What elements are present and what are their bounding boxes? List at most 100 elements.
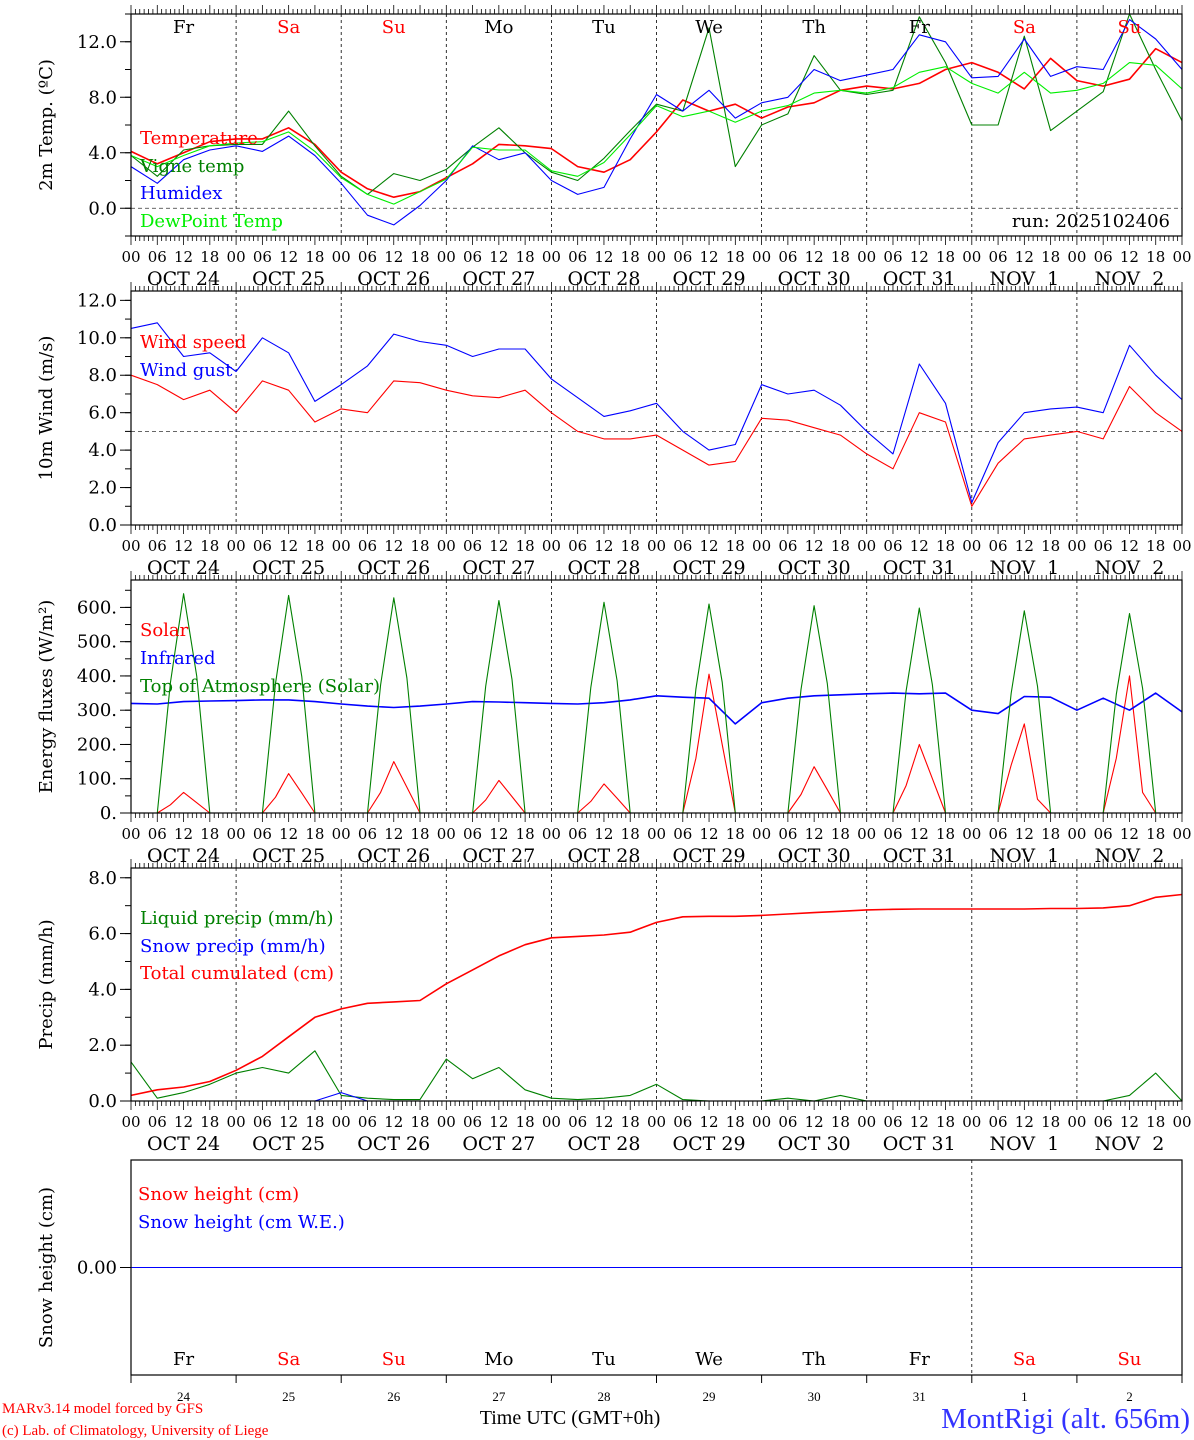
wind-hour-label: 00 (1067, 537, 1086, 555)
day-name-bottom: Fr (909, 1349, 930, 1370)
energy-y-tick-label: 500. (77, 632, 117, 653)
temp-hour-label: 06 (148, 248, 167, 266)
legend-liquid: Liquid precip (mm/h) (140, 908, 334, 929)
temp-date-label: OCT 26 (357, 268, 430, 290)
energy-hour-label: 06 (778, 825, 797, 843)
day-name-bottom: Tu (592, 1349, 616, 1370)
temp-hour-label: 18 (936, 248, 955, 266)
precip-hour-label: 00 (121, 1113, 140, 1131)
precip-hour-label: 06 (568, 1113, 587, 1131)
energy-hour-label: 06 (673, 825, 692, 843)
wind-hour-label: 12 (1120, 537, 1139, 555)
temp-hour-label: 00 (857, 248, 876, 266)
wind-hour-label: 00 (227, 537, 246, 555)
day-name-bottom: Sa (1013, 1349, 1036, 1370)
legend-snow-height: Snow height (cm) (138, 1184, 299, 1205)
wind-hour-label: 06 (568, 537, 587, 555)
wind-date-label: OCT 26 (357, 557, 430, 579)
wind-hour-label: 18 (621, 537, 640, 555)
day-name-bottom: We (695, 1349, 723, 1370)
precip-hour-label: 18 (936, 1113, 955, 1131)
day-number-label: 25 (282, 1389, 295, 1404)
temp-date-label: OCT 30 (778, 268, 851, 290)
temp-hour-label: 12 (489, 248, 508, 266)
precip-hour-label: 18 (200, 1113, 219, 1131)
temp-hour-label: 06 (1094, 248, 1113, 266)
precip-hour-label: 00 (647, 1113, 666, 1131)
energy-hour-label: 18 (1041, 825, 1060, 843)
precip-hour-label: 12 (174, 1113, 193, 1131)
temp-date-label: NOV 2 (1095, 268, 1165, 290)
temp-hour-label: 18 (1146, 248, 1165, 266)
temp-date-label: OCT 27 (462, 268, 535, 290)
temp-hour-label: 18 (516, 248, 535, 266)
energy-date-label: NOV 1 (989, 845, 1059, 867)
run-annotation: run: 2025102406 (1012, 211, 1170, 232)
precip-date-label: OCT 25 (252, 1133, 325, 1155)
precip-date-label: OCT 28 (567, 1133, 640, 1155)
temp-date-label: OCT 24 (147, 268, 220, 290)
energy-hour-label: 00 (962, 825, 981, 843)
wind-hour-label: 00 (1172, 537, 1191, 555)
wind-date-label: NOV 2 (1095, 557, 1165, 579)
precip-date-label: OCT 31 (883, 1133, 956, 1155)
wind-hour-label: 06 (883, 537, 902, 555)
energy-date-label: OCT 29 (673, 845, 746, 867)
wind-hour-label: 06 (463, 537, 482, 555)
wind-hour-label: 06 (148, 537, 167, 555)
temp-date-label: OCT 29 (673, 268, 746, 290)
precip-series-liquid-precip-mm-h (130, 1050, 1183, 1102)
wind-series-wind-speed (130, 374, 1183, 507)
day-number-label: 2 (1126, 1389, 1133, 1404)
wind-y-tick-label: 0.0 (88, 515, 117, 536)
wind-hour-label: 12 (1015, 537, 1034, 555)
energy-hour-label: 18 (726, 825, 745, 843)
precip-legend: Liquid precip (mm/h) Snow precip (mm/h) … (140, 908, 334, 984)
wind-hour-label: 18 (516, 537, 535, 555)
wind-y-tick-label: 2.0 (88, 478, 117, 499)
energy-y-tick-label: 0. (100, 803, 117, 824)
energy-hour-label: 18 (1146, 825, 1165, 843)
precip-hour-label: 18 (831, 1113, 850, 1131)
day-name-top: Mo (484, 17, 513, 38)
temp-hour-label: 12 (1015, 248, 1034, 266)
precip-hour-label: 12 (1120, 1113, 1139, 1131)
day-number-label: 24 (177, 1389, 191, 1404)
precip-y-tick-label: 6.0 (88, 924, 117, 945)
day-number-label: 30 (808, 1389, 821, 1404)
temp-hour-label: 12 (384, 248, 403, 266)
temp-hour-label: 06 (358, 248, 377, 266)
precip-hour-label: 18 (726, 1113, 745, 1131)
energy-hour-label: 00 (437, 825, 456, 843)
temp-hour-label: 12 (174, 248, 193, 266)
wind-date-label: OCT 28 (567, 557, 640, 579)
day-name-top: Th (802, 17, 826, 38)
wind-hour-label: 12 (279, 537, 298, 555)
wind-hour-label: 18 (410, 537, 429, 555)
temp-y-tick-label: 0.0 (88, 198, 117, 219)
axes-layer: 00 06 12 18 OCT 24 00 06 12 18 OCT 25 00 06 12 18 OCT … (36, 5, 1192, 1404)
energy-hour-label: 00 (857, 825, 876, 843)
temp-hour-label: 12 (805, 248, 824, 266)
temp-hour-label: 18 (621, 248, 640, 266)
precip-y-axis-title: Precip (mm/h) (36, 919, 57, 1049)
precip-hour-label: 06 (253, 1113, 272, 1131)
temp-date-label: NOV 1 (989, 268, 1059, 290)
temp-hour-label: 12 (279, 248, 298, 266)
energy-series-infrared (130, 692, 1183, 725)
wind-hour-label: 18 (1041, 537, 1060, 555)
energy-hour-label: 18 (831, 825, 850, 843)
temp-hour-label: 06 (673, 248, 692, 266)
temp-hour-label: 00 (227, 248, 246, 266)
energy-hour-label: 00 (647, 825, 666, 843)
precip-hour-label: 00 (962, 1113, 981, 1131)
wind-y-tick-label: 4.0 (88, 440, 117, 461)
station-name: MontRigi (alt. 656m) (941, 1403, 1190, 1435)
precip-hour-label: 00 (227, 1113, 246, 1131)
day-name-bottom: Th (802, 1349, 826, 1370)
wind-hour-label: 18 (1146, 537, 1165, 555)
wind-hour-label: 12 (384, 537, 403, 555)
wind-date-label: OCT 25 (252, 557, 325, 579)
day-name-top: Fr (173, 17, 194, 38)
precip-hour-label: 06 (989, 1113, 1008, 1131)
